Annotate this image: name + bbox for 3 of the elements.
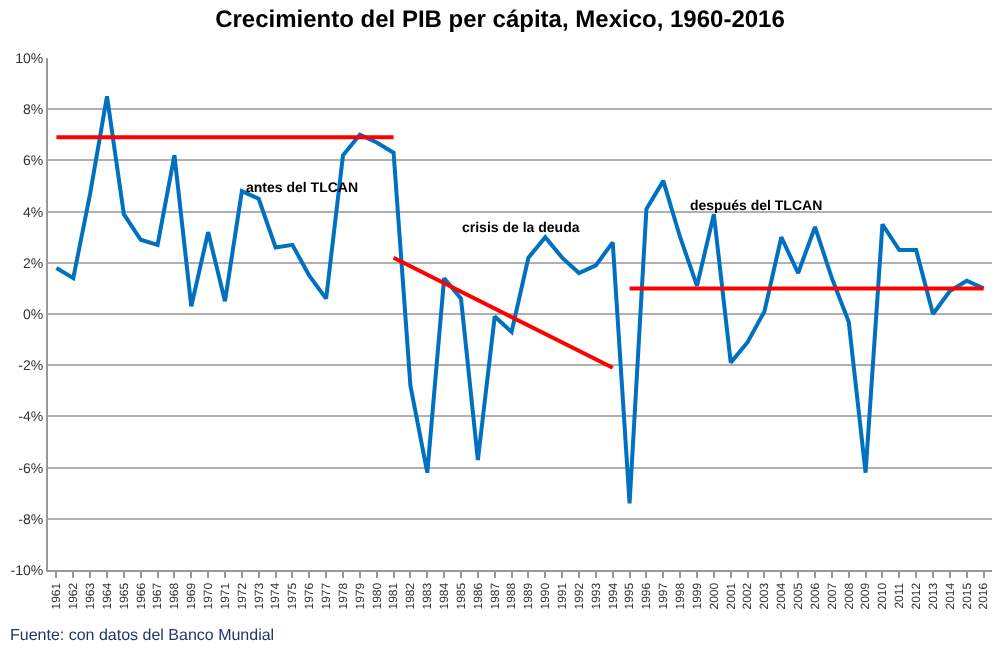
line-series <box>54 94 986 506</box>
source-note: Fuente: con datos del Banco Mundial <box>10 626 275 644</box>
chart-title: Crecimiento del PIB per cápita, Mexico, 1960-2016 <box>215 4 786 33</box>
